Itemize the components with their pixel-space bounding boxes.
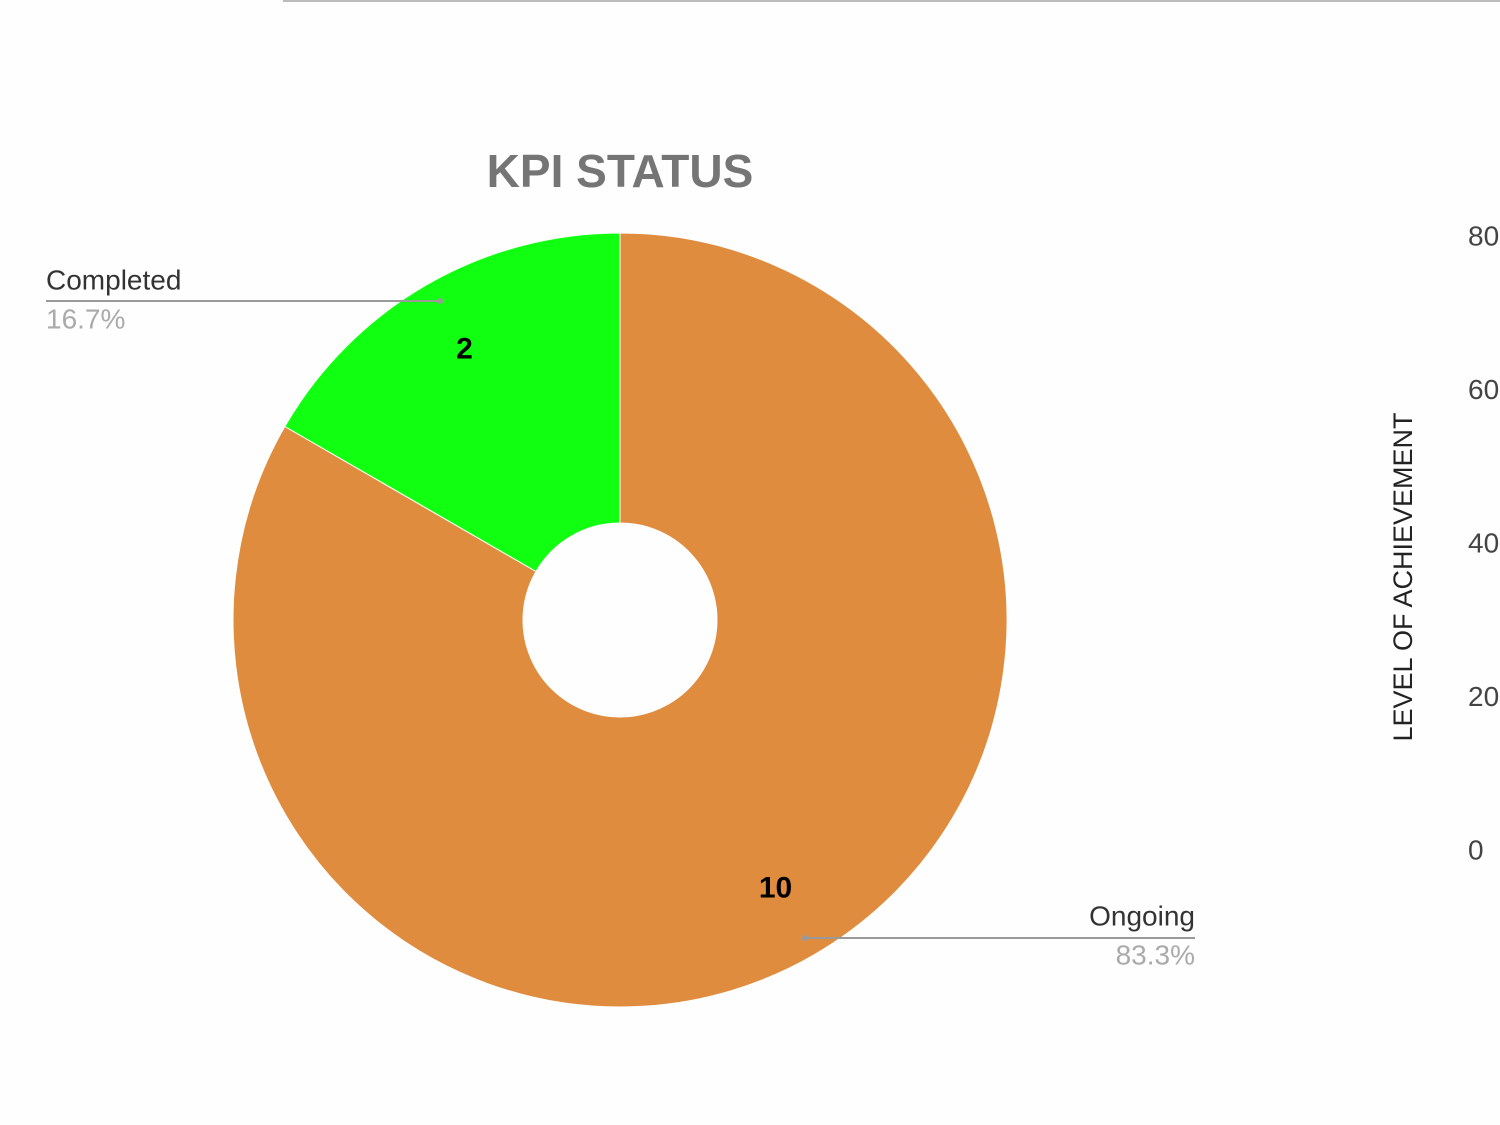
y-tick-label: 60: [1468, 374, 1499, 405]
pie-slice: [232, 232, 1008, 1008]
chart-title: KPI STATUS: [487, 145, 754, 197]
callout-percent: 83.3%: [1116, 939, 1195, 970]
pie-slice: [284, 232, 621, 573]
callout-percent: 16.7%: [46, 303, 125, 334]
callout-category: Completed: [46, 264, 181, 295]
y-tick-label: 80: [1468, 220, 1499, 251]
callout-dot: [437, 298, 443, 304]
callout-dot: [802, 935, 808, 941]
y-tick-label: 0: [1468, 834, 1484, 865]
callout-category: Ongoing: [1089, 900, 1195, 931]
y-tick-label: 40: [1468, 527, 1499, 558]
y-axis-label: LEVEL OF ACHIEVEMENT: [1388, 412, 1418, 741]
y-tick-label: 20: [1468, 681, 1499, 712]
slice-value-label: 2: [456, 333, 473, 366]
slice-value-label: 10: [759, 871, 792, 904]
